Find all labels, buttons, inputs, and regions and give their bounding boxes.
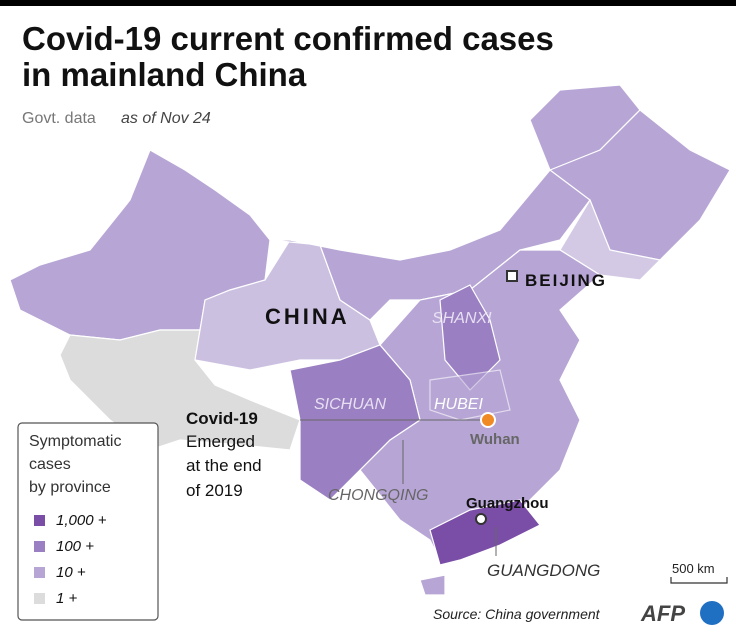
scale-bar (670, 577, 728, 584)
region (429, 499, 541, 566)
date: as of Nov 24 (121, 110, 211, 127)
province-label: HUBEI (434, 396, 483, 413)
annotation-line: Emerged (186, 432, 255, 451)
scale-label: 500 km (672, 561, 715, 576)
annotation-title: Covid-19 (186, 409, 258, 428)
logo-dot (700, 601, 724, 625)
country-label: CHINA (265, 304, 350, 329)
legend-swatch (34, 593, 45, 604)
subtitle: Govt. data (22, 110, 96, 127)
guangzhou-marker (475, 513, 487, 525)
legend: Symptomatic cases by province 1,000 + 100 + 1… (17, 422, 159, 621)
legend-title: Symptomatic (29, 433, 121, 450)
province-label: SICHUAN (314, 396, 386, 413)
legend-title: by province (29, 479, 111, 496)
legend-label: 1 + (56, 590, 78, 607)
title-line: Covid-19 current confirmed cases (22, 20, 554, 57)
region (59, 329, 301, 451)
annotation-line: of 2019 (186, 481, 243, 500)
map (9, 84, 731, 596)
legend-box (17, 422, 159, 621)
legend-label: 10 + (56, 564, 86, 581)
city-label: Guangzhou (466, 495, 549, 512)
province-label: GUANGDONG (487, 561, 600, 580)
region (289, 344, 421, 501)
legend-label: 100 + (56, 538, 94, 555)
markers (300, 270, 518, 556)
region (419, 574, 446, 596)
city-label: Wuhan (470, 431, 520, 448)
legend-swatch (34, 515, 45, 526)
logo: AFP (640, 601, 685, 626)
beijing-marker (506, 270, 518, 282)
city-label: BEIJING (525, 271, 607, 290)
source: Source: China government (433, 606, 601, 622)
annotation-line: at the end (186, 456, 262, 475)
legend-title: cases (29, 456, 71, 473)
legend-label: 1,000 + (56, 512, 107, 529)
region (439, 284, 501, 391)
legend-swatch (34, 541, 45, 552)
top-bar (0, 0, 736, 6)
title-line: in mainland China (22, 56, 307, 93)
province-label: SHANXI (432, 310, 492, 327)
province-label: CHONGQING (328, 487, 428, 504)
legend-swatch (34, 567, 45, 578)
wuhan-marker (480, 412, 496, 428)
